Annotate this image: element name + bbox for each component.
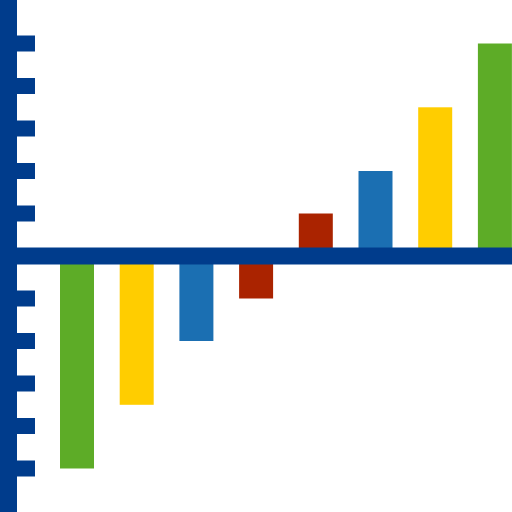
bars (60, 43, 512, 469)
bar (477, 43, 512, 256)
bar (60, 256, 94, 469)
y-tick-mark (17, 120, 35, 137)
y-tick-mark (17, 163, 35, 179)
y-tick-mark (17, 333, 35, 349)
y-tick-mark (17, 35, 35, 52)
y-tick-mark (17, 205, 35, 222)
y-tick-mark (17, 78, 35, 94)
y-axis-ticks (17, 35, 35, 477)
y-tick-mark (17, 418, 35, 434)
bar (358, 171, 393, 256)
x-axis-line (0, 247, 512, 265)
y-tick-mark (17, 460, 35, 477)
bar (418, 107, 453, 257)
y-tick-mark (17, 375, 35, 392)
y-tick-mark (17, 290, 35, 307)
bar (179, 256, 214, 341)
bar (119, 256, 154, 405)
